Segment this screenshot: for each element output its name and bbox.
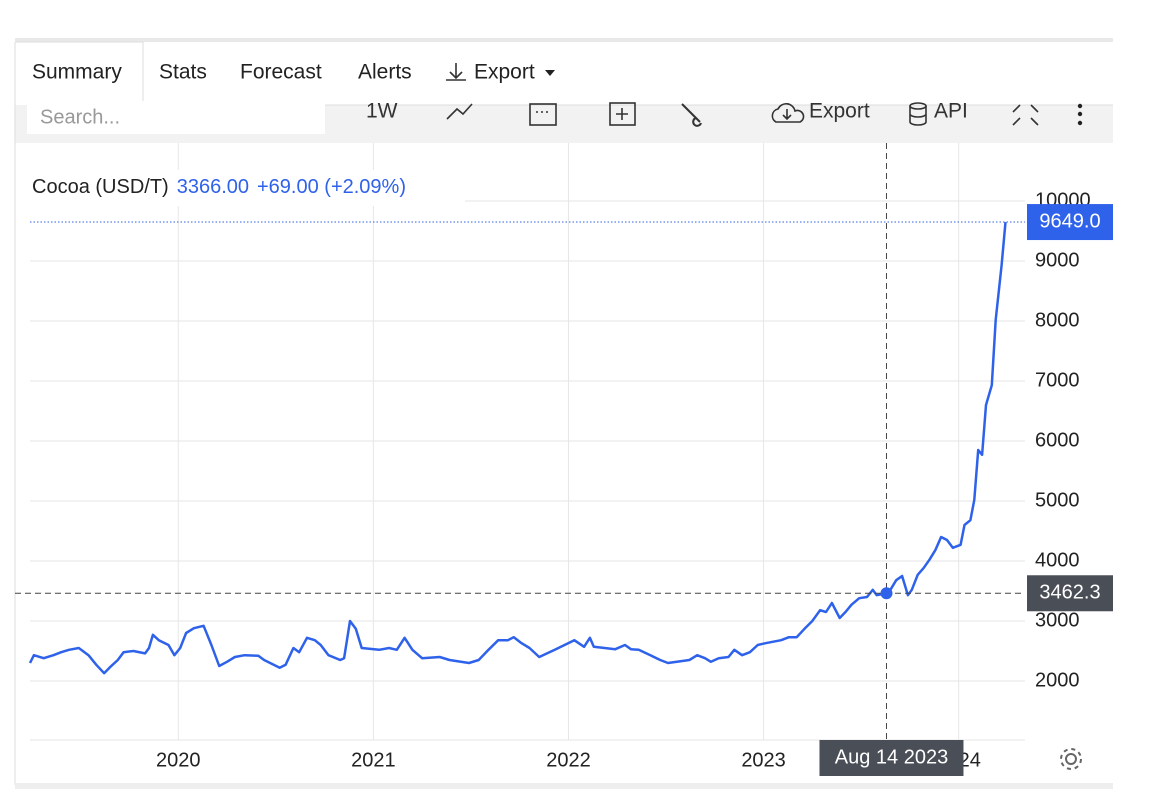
menu-icon[interactable]	[1077, 103, 1083, 126]
legend-name: Cocoa (USD/T)	[32, 176, 169, 198]
tab[interactable]: Alerts	[358, 61, 412, 84]
legend: Cocoa (USD/T) 3366.00 +69.00 (+2.09%)	[32, 176, 406, 198]
settings-icon[interactable]	[1060, 748, 1082, 770]
export-button[interactable]: Export	[809, 100, 870, 123]
crosshair-x-box	[819, 740, 964, 776]
calendar-icon[interactable]	[529, 103, 557, 126]
tab[interactable]: Summary	[32, 61, 122, 84]
y-tick-label: 6000	[1035, 429, 1080, 451]
y-tick-label: 5000	[1035, 489, 1080, 511]
fullscreen-icon[interactable]	[1012, 104, 1039, 126]
tab[interactable]: Forecast	[240, 61, 322, 84]
interval-button[interactable]: 1W	[366, 100, 398, 123]
tab[interactable]: Export	[474, 61, 535, 84]
api-button[interactable]: API	[934, 100, 968, 123]
x-tick-label: 2022	[546, 749, 591, 771]
price-line	[28, 221, 1007, 675]
plot: 2000300040005000600070008000900010000202…	[15, 143, 1113, 776]
last-value-label: 9649.0	[1039, 210, 1100, 232]
x-tick-label: 2020	[156, 749, 201, 771]
change: +69.00 (+2.09%)	[257, 176, 406, 198]
crosshair-point	[880, 587, 893, 600]
bottom-rule	[15, 783, 1113, 789]
y-tick-label: 4000	[1035, 549, 1080, 571]
price: 3366.00	[177, 176, 249, 198]
x-tick-label: 2023	[741, 749, 786, 771]
y-tick-label: 7000	[1035, 369, 1080, 391]
export-cloud-icon[interactable]	[771, 103, 805, 123]
compare-icon[interactable]	[609, 102, 636, 126]
crosshair-x-label: Aug 14 2023	[835, 746, 948, 768]
y-tick-label: 8000	[1035, 309, 1080, 331]
y-tick-label: 3000	[1035, 609, 1080, 631]
chart-type-icon[interactable]	[446, 103, 473, 120]
search-box[interactable]	[27, 101, 325, 134]
tools-icon[interactable]	[681, 103, 702, 127]
tab[interactable]: Stats	[159, 61, 207, 84]
search-placeholder: Search...	[40, 106, 120, 128]
last-value-box	[1027, 204, 1113, 241]
y-tick-label: 2000	[1035, 669, 1080, 691]
x-tick-label: 2021	[351, 749, 396, 771]
legend-bg	[25, 170, 465, 206]
crosshair-y-box	[1027, 575, 1113, 612]
export-icon	[446, 63, 466, 81]
y-tick-label: 9000	[1035, 249, 1080, 271]
active-tab-border	[15, 41, 144, 105]
top-rule	[15, 38, 1113, 42]
caret	[545, 70, 555, 76]
api-icon[interactable]	[909, 102, 927, 126]
crosshair-y-label: 3462.3	[1039, 582, 1100, 604]
